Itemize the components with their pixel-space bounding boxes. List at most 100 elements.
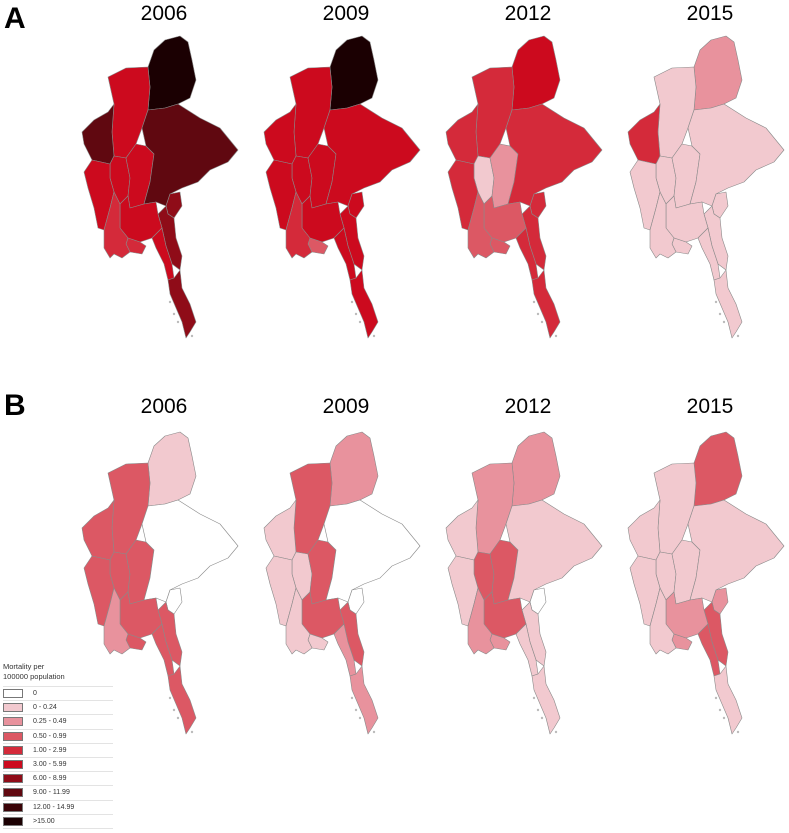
island-mark — [172, 312, 176, 316]
legend-swatch — [3, 745, 23, 755]
region-sagaing — [107, 462, 151, 555]
map-a-2009 — [263, 35, 421, 339]
legend-swatch — [3, 703, 23, 713]
region-ayeyarwady — [467, 587, 495, 655]
panel-label-b: B — [4, 389, 26, 422]
region-shan — [323, 499, 421, 603]
legend-label: 0.50 - 0.99 — [33, 732, 67, 740]
region-kachin — [693, 35, 743, 111]
legend-label: 1.00 - 2.99 — [33, 746, 67, 754]
region-kachin — [329, 431, 379, 507]
legend-item: 6.00 - 8.99 — [3, 771, 113, 785]
map-a-2006 — [81, 35, 239, 339]
map-b-2012 — [445, 431, 603, 735]
island-mark — [176, 716, 180, 720]
year-title-a-2015: 2015 — [686, 2, 734, 25]
region-sagaing — [471, 66, 515, 159]
legend-swatch — [3, 731, 23, 741]
year-title-b-2006: 2006 — [140, 395, 188, 418]
island-mark — [736, 730, 740, 734]
legend-item: 0 - 0.24 — [3, 700, 113, 714]
island-mark — [536, 708, 540, 712]
region-ayeyarwady — [467, 191, 495, 259]
region-tanintharyi — [531, 665, 561, 735]
legend-label: 6.00 - 8.99 — [33, 775, 67, 783]
island-mark — [172, 708, 176, 712]
region-shan — [687, 499, 785, 603]
region-sagaing — [653, 462, 697, 555]
legend-items: 0 0 - 0.24 0.25 - 0.49 0.50 - 0.99 1.00 … — [3, 686, 113, 829]
region-chin — [445, 499, 479, 561]
region-tanintharyi — [713, 665, 743, 735]
region-ayeyarwady — [285, 587, 313, 655]
legend-swatch — [3, 788, 23, 798]
legend-title-line1: Mortality per — [3, 662, 45, 671]
region-chin — [627, 103, 661, 165]
legend-title: Mortality per 100000 population — [3, 662, 113, 682]
island-mark — [714, 300, 718, 304]
legend-label: 3.00 - 5.99 — [33, 761, 67, 769]
legend-item: >15.00 — [3, 813, 113, 829]
region-kachin — [147, 431, 197, 507]
year-title-a-2009: 2009 — [322, 2, 370, 25]
island-mark — [354, 312, 358, 316]
region-shan — [141, 103, 239, 207]
island-mark — [722, 320, 726, 324]
region-kachin — [147, 35, 197, 111]
map-a-2015 — [627, 35, 785, 339]
region-chin — [627, 499, 661, 561]
region-shan — [505, 103, 603, 207]
legend-item: 1.00 - 2.99 — [3, 742, 113, 757]
legend: Mortality per 100000 population 0 0 - 0.… — [3, 662, 113, 829]
island-mark — [540, 320, 544, 324]
island-mark — [168, 300, 172, 304]
legend-label: >15.00 — [33, 817, 55, 825]
island-mark — [540, 716, 544, 720]
island-mark — [554, 730, 558, 734]
island-mark — [176, 320, 180, 324]
legend-swatch — [3, 689, 23, 699]
legend-swatch — [3, 717, 23, 727]
island-mark — [350, 300, 354, 304]
legend-swatch — [3, 816, 23, 826]
legend-title-line2: 100000 population — [3, 672, 65, 681]
year-title-b-2009: 2009 — [322, 395, 370, 418]
year-title-a-2012: 2012 — [504, 2, 552, 25]
legend-item: 3.00 - 5.99 — [3, 756, 113, 771]
region-ayeyarwady — [103, 191, 131, 259]
map-b-2015 — [627, 431, 785, 735]
island-mark — [536, 312, 540, 316]
region-ayeyarwady — [649, 587, 677, 655]
legend-item: 0 — [3, 686, 113, 700]
year-title-a-2006: 2006 — [140, 2, 188, 25]
region-kachin — [511, 431, 561, 507]
island-mark — [372, 334, 376, 338]
map-b-2009 — [263, 431, 421, 735]
region-kachin — [693, 431, 743, 507]
region-shan — [323, 103, 421, 207]
region-tanintharyi — [167, 269, 197, 339]
region-sagaing — [471, 462, 515, 555]
region-ayeyarwady — [649, 191, 677, 259]
region-chin — [445, 103, 479, 165]
map-b-2006 — [81, 431, 239, 735]
year-title-b-2015: 2015 — [686, 395, 734, 418]
region-ayeyarwady — [285, 191, 313, 259]
legend-swatch — [3, 760, 23, 770]
legend-swatch — [3, 774, 23, 784]
region-ayeyarwady — [103, 587, 131, 655]
island-mark — [190, 730, 194, 734]
region-shan — [505, 499, 603, 603]
region-shan — [687, 103, 785, 207]
region-kachin — [329, 35, 379, 111]
region-chin — [263, 103, 297, 165]
legend-item: 9.00 - 11.99 — [3, 785, 113, 799]
legend-item: 0.50 - 0.99 — [3, 728, 113, 743]
island-mark — [354, 708, 358, 712]
region-shan — [141, 499, 239, 603]
region-kachin — [511, 35, 561, 111]
region-chin — [263, 499, 297, 561]
region-tanintharyi — [349, 665, 379, 735]
island-mark — [718, 708, 722, 712]
legend-label: 0 - 0.24 — [33, 704, 57, 712]
